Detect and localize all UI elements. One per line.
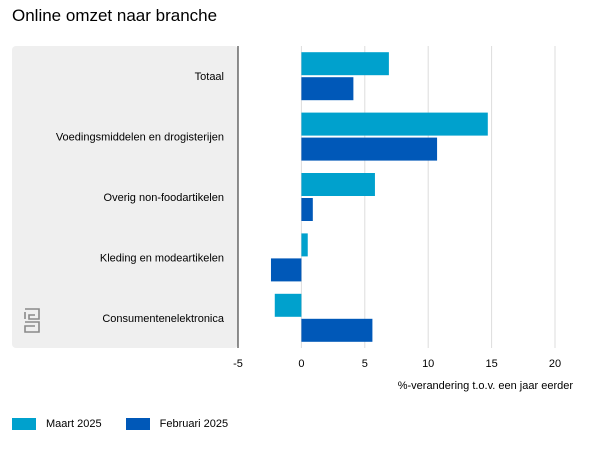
bar-chart: Totaal Voedingsmiddelen en drogisterijen O…: [12, 46, 574, 392]
chart-title: Online omzet naar branche: [12, 6, 218, 25]
x-tick-label: 10: [422, 358, 434, 370]
legend-item-maart-2025: Maart 2025: [12, 418, 102, 430]
category-label: Kleding en modeartikelen: [100, 252, 224, 264]
bar-maart: [274, 293, 302, 317]
legend-swatch: [125, 418, 150, 430]
bar-maart: [301, 173, 375, 196]
x-axis-title: %-verandering t.o.v. een jaar eerder: [398, 380, 574, 392]
bar-februari: [301, 137, 438, 161]
bar-februari: [301, 318, 373, 342]
category-label: Consumentenelektronica: [102, 313, 225, 325]
x-tick-label: 20: [549, 358, 561, 370]
category-labels: Totaal Voedingsmiddelen en drogisterijen O…: [56, 71, 225, 325]
legend-item-februari-2025: Februari 2025: [125, 418, 229, 430]
x-tick-label: 0: [298, 358, 304, 370]
bar-februari: [270, 258, 302, 282]
cbs-logo-icon: [24, 308, 40, 333]
category-panel: [12, 46, 238, 348]
category-label: Totaal: [195, 71, 224, 83]
bar-februari: [301, 198, 313, 221]
bar-maart: [301, 52, 389, 76]
category-label: Overig non-foodartikelen: [104, 192, 224, 204]
x-tick-label: -5: [233, 358, 243, 370]
x-tick-label: 15: [485, 358, 497, 370]
category-label: Voedingsmiddelen en drogisterijen: [56, 132, 224, 144]
bars: [270, 52, 488, 342]
x-tick-labels: -5 0 5 10 15 20: [233, 358, 561, 370]
bar-februari: [301, 77, 354, 101]
legend-label: Maart 2025: [46, 418, 102, 430]
legend: Maart 2025 Februari 2025: [12, 418, 252, 430]
x-tick-label: 5: [362, 358, 368, 370]
legend-swatch: [12, 418, 36, 430]
legend-label: Februari 2025: [159, 418, 229, 430]
bar-maart: [301, 233, 308, 257]
bar-maart: [301, 112, 488, 136]
